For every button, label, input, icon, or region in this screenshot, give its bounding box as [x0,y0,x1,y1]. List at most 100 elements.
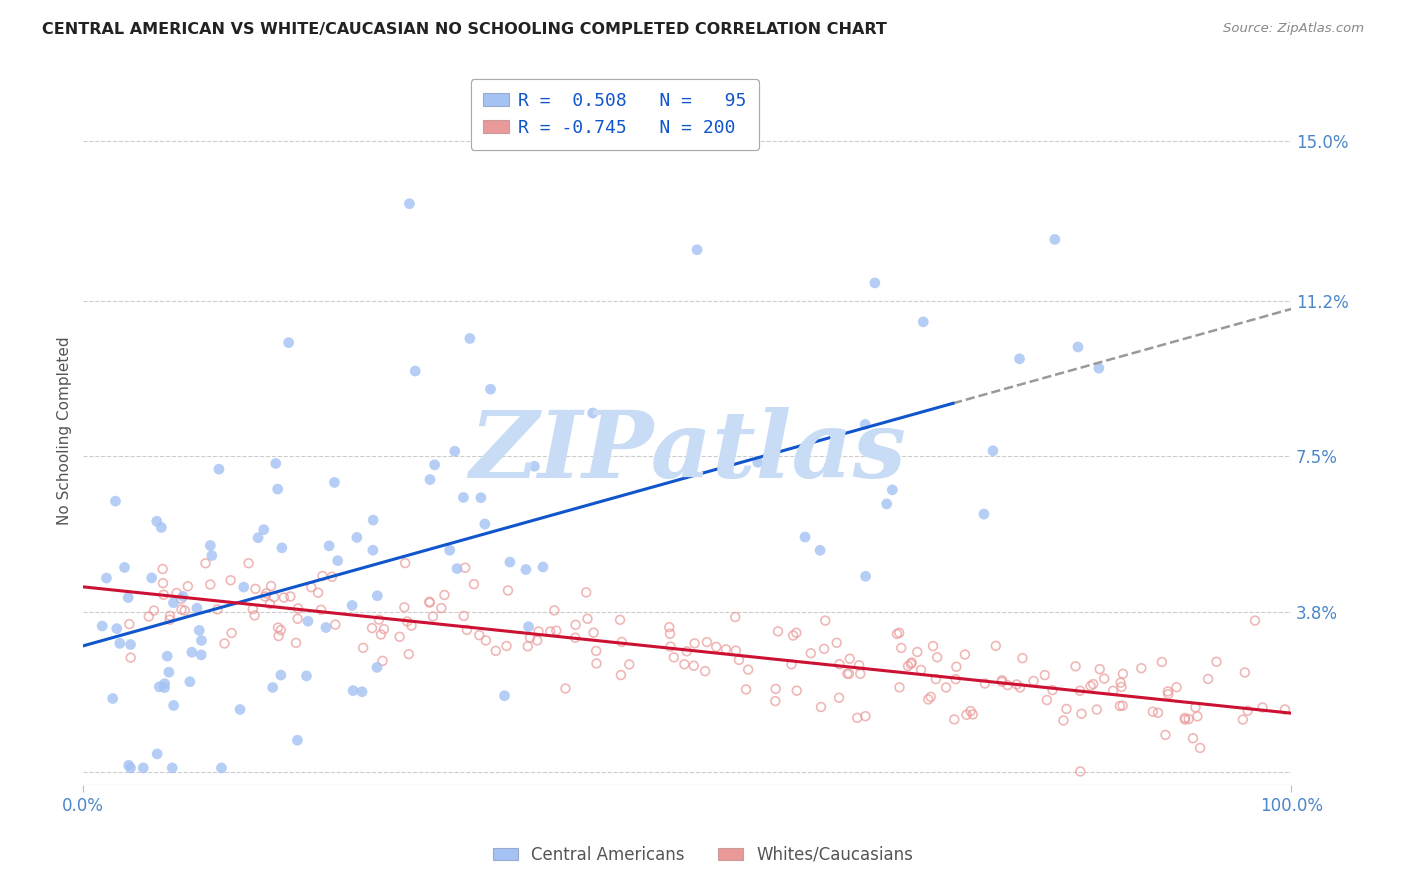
Point [190,633,212,648]
Point [214,636,236,650]
Point [610,635,633,649]
Point [1157,687,1180,701]
Point [346,531,368,545]
Point [463,577,485,591]
Point [1166,680,1188,694]
Point [527,624,550,639]
Point [945,672,967,686]
Point [153,676,176,690]
Point [1236,704,1258,718]
Point [146,514,169,528]
Point [280,590,302,604]
Point [243,608,266,623]
Point [780,657,803,672]
Point [1011,651,1033,665]
Point [855,709,877,723]
Point [423,458,446,472]
Point [150,520,173,534]
Point [253,590,276,604]
Point [1092,672,1115,686]
Point [575,585,598,599]
Point [610,668,633,682]
Point [229,702,252,716]
Point [207,602,229,616]
Point [238,556,260,570]
Point [782,628,804,642]
Point [143,603,166,617]
Point [287,733,309,747]
Point [152,576,174,591]
Point [159,608,181,623]
Point [609,613,631,627]
Point [177,579,200,593]
Point [766,624,789,639]
Point [285,636,308,650]
Point [162,698,184,713]
Point [152,562,174,576]
Point [179,674,201,689]
Point [396,615,419,629]
Point [659,626,682,640]
Point [1064,659,1087,673]
Point [200,577,222,591]
Point [474,516,496,531]
Point [1184,700,1206,714]
Point [118,758,141,772]
Point [1080,679,1102,693]
Point [1022,673,1045,688]
Point [211,761,233,775]
Point [1232,713,1254,727]
Point [401,618,423,632]
Point [361,513,384,527]
Point [287,601,309,615]
Point [1147,706,1170,720]
Point [194,556,217,570]
Point [263,590,285,604]
Point [318,539,340,553]
Point [837,666,859,681]
Point [398,196,420,211]
Point [1150,655,1173,669]
Point [828,657,851,672]
Point [959,704,981,718]
Point [153,681,176,695]
Point [991,674,1014,689]
Point [1108,698,1130,713]
Point [160,761,183,775]
Point [673,657,696,672]
Point [453,608,475,623]
Point [848,658,870,673]
Point [585,644,607,658]
Point [564,631,586,645]
Point [855,569,877,583]
Point [186,601,208,615]
Point [810,700,832,714]
Point [1083,677,1105,691]
Point [287,612,309,626]
Point [259,597,281,611]
Point [846,711,869,725]
Point [342,683,364,698]
Point [499,555,522,569]
Point [693,664,716,678]
Point [1052,714,1074,728]
Point [404,364,426,378]
Point [368,613,391,627]
Point [682,658,704,673]
Point [323,475,346,490]
Point [765,681,787,696]
Point [1154,728,1177,742]
Point [1008,351,1031,366]
Point [104,494,127,508]
Point [1067,340,1090,354]
Point [260,579,283,593]
Point [554,681,576,696]
Point [686,243,709,257]
Point [838,651,860,665]
Point [1010,681,1032,695]
Point [585,657,607,671]
Point [1056,702,1078,716]
Point [315,620,337,634]
Point [1197,672,1219,686]
Point [945,659,967,673]
